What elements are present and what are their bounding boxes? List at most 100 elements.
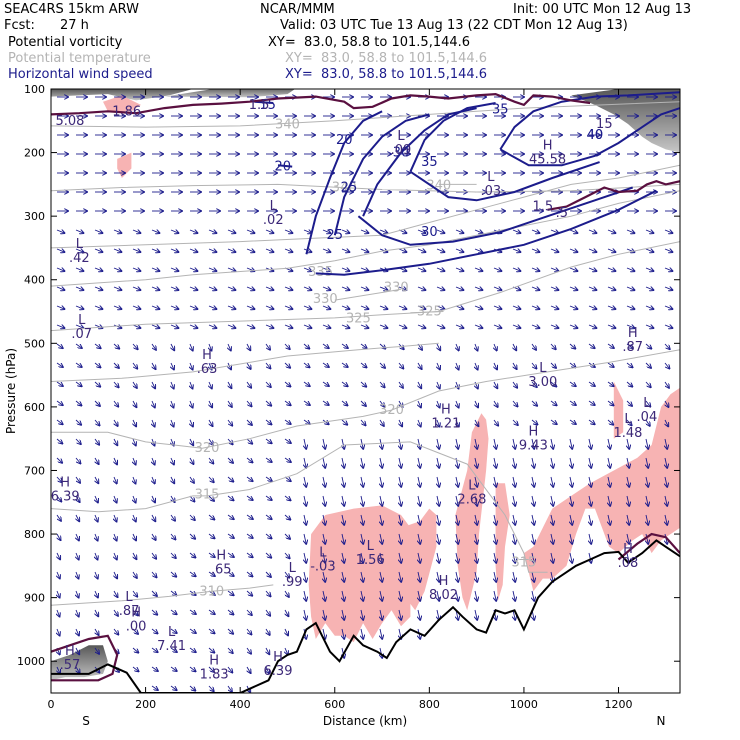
wind-vector-831 bbox=[227, 571, 234, 576]
wind-vector-798 bbox=[170, 552, 176, 558]
wind-label-4: 30 bbox=[393, 146, 410, 161]
wind-vector-445 bbox=[360, 343, 367, 348]
wind-vector-533 bbox=[152, 400, 155, 407]
hl-letter-20: L bbox=[125, 590, 133, 605]
wind-vector-333 bbox=[113, 287, 121, 290]
wind-vector-687 bbox=[570, 476, 572, 487]
wind-vector-573 bbox=[284, 419, 291, 424]
theta-label-11: 340 bbox=[426, 179, 451, 194]
wind-vector-912 bbox=[266, 628, 270, 635]
wind-vector-357 bbox=[569, 287, 577, 290]
wind-vector-349 bbox=[417, 287, 425, 290]
wind-vector-868 bbox=[418, 590, 420, 601]
hl-value-24: 6.39 bbox=[264, 664, 293, 679]
wind-vector-507 bbox=[284, 381, 290, 387]
wind-vector-578 bbox=[380, 419, 384, 426]
wind-vector-678 bbox=[399, 476, 401, 487]
wind-vector-481 bbox=[418, 362, 422, 369]
wind-vector-705 bbox=[284, 495, 291, 500]
wind-vector-856 bbox=[189, 590, 196, 595]
wind-vector-684 bbox=[513, 476, 515, 487]
wind-vector-554 bbox=[550, 400, 557, 405]
wind-vector-879 bbox=[132, 609, 138, 615]
wind-label-7: 40 bbox=[587, 128, 604, 143]
wind-vector-250 bbox=[417, 230, 425, 233]
wind-vector-947 bbox=[266, 666, 269, 673]
wind-vector-378 bbox=[341, 306, 349, 309]
wind-vector-639 bbox=[284, 457, 291, 462]
wind-vector-751 bbox=[532, 514, 534, 525]
wind-vector-488 bbox=[550, 362, 556, 368]
hl-value-9: 1.21 bbox=[431, 416, 460, 431]
wind-vector-645 bbox=[399, 457, 401, 468]
wind-contour-3 bbox=[357, 186, 634, 246]
wind-contour-5 bbox=[409, 161, 600, 202]
wind-vector-804 bbox=[284, 552, 290, 558]
wind-vector-823 bbox=[76, 571, 79, 579]
wind-vector-598 bbox=[133, 438, 136, 445]
hl-value-3: .02 bbox=[263, 213, 284, 228]
wind-vector-632 bbox=[152, 457, 155, 465]
wind-vector-930 bbox=[227, 647, 233, 653]
wind-vector-526 bbox=[645, 381, 651, 387]
wind-vector-737 bbox=[265, 514, 272, 519]
wind-vector-640 bbox=[304, 457, 306, 468]
x-tick-label-1: 200 bbox=[135, 698, 156, 711]
pv-contour-2 bbox=[51, 634, 119, 682]
wind-vector-704 bbox=[265, 495, 272, 500]
wind-vector-268 bbox=[132, 249, 140, 252]
wind-vector-457 bbox=[588, 343, 595, 348]
wind-vector-675 bbox=[342, 476, 344, 487]
wind-vector-892 bbox=[380, 609, 382, 620]
wind-vector-951 bbox=[208, 685, 214, 691]
wind-vector-400 bbox=[132, 325, 140, 328]
wind-vector-833 bbox=[265, 571, 271, 577]
wind-vector-885 bbox=[246, 609, 252, 615]
wind-vector-651 bbox=[513, 457, 515, 468]
wind-vector-482 bbox=[437, 362, 440, 369]
hl-value-18: 2.68 bbox=[457, 493, 486, 508]
wind-vector-835 bbox=[304, 571, 306, 582]
wind-vector-564 bbox=[114, 419, 118, 426]
wind-vector-486 bbox=[513, 362, 517, 369]
hl-letter-1: L bbox=[78, 313, 86, 328]
wind-vector-797 bbox=[151, 552, 156, 559]
hl-letter-4: L bbox=[397, 129, 405, 144]
wind-vector-841 bbox=[418, 571, 420, 582]
wind-vector-875 bbox=[57, 609, 60, 617]
wind-vector-703 bbox=[246, 495, 253, 500]
wind-vector-299 bbox=[94, 268, 102, 271]
theta-contour-10 bbox=[51, 183, 680, 193]
wind-vector-288 bbox=[512, 249, 520, 252]
wind-vector-669 bbox=[227, 476, 233, 482]
wind-vector-718 bbox=[532, 495, 534, 506]
wind-vector-824 bbox=[95, 571, 98, 579]
wind-vector-817 bbox=[532, 552, 534, 563]
wind-vector-865 bbox=[361, 590, 363, 601]
wind-vector-744 bbox=[399, 514, 401, 525]
wind-vector-828 bbox=[170, 571, 176, 577]
wind-vector-757 bbox=[646, 514, 648, 525]
hl-value-5: .03 bbox=[480, 184, 501, 199]
theta-label-5: 325 bbox=[346, 312, 371, 327]
hl-value-20: .87 bbox=[119, 604, 140, 619]
wind-vector-302 bbox=[151, 268, 159, 271]
wind-vector-540 bbox=[284, 400, 291, 405]
wind-vector-417 bbox=[455, 325, 463, 328]
wind-vector-235 bbox=[132, 230, 140, 233]
wind-vector-691 bbox=[646, 476, 648, 487]
wind-vector-904 bbox=[113, 628, 118, 635]
hl-letter-21: H bbox=[131, 606, 141, 621]
wind-vector-444 bbox=[341, 343, 348, 348]
wind-vector-652 bbox=[532, 457, 534, 468]
wind-vector-538 bbox=[246, 400, 252, 406]
wind-vector-427 bbox=[645, 325, 653, 328]
wind-vector-369 bbox=[170, 306, 178, 309]
wind-vector-769 bbox=[246, 533, 253, 538]
wind-vector-784 bbox=[532, 533, 534, 544]
wind-vector-328 bbox=[645, 268, 653, 271]
wind-vector-561 bbox=[56, 419, 63, 424]
wind-vector-619 bbox=[532, 438, 534, 449]
theta-contour-8 bbox=[334, 288, 402, 301]
wind-vector-911 bbox=[246, 628, 251, 634]
